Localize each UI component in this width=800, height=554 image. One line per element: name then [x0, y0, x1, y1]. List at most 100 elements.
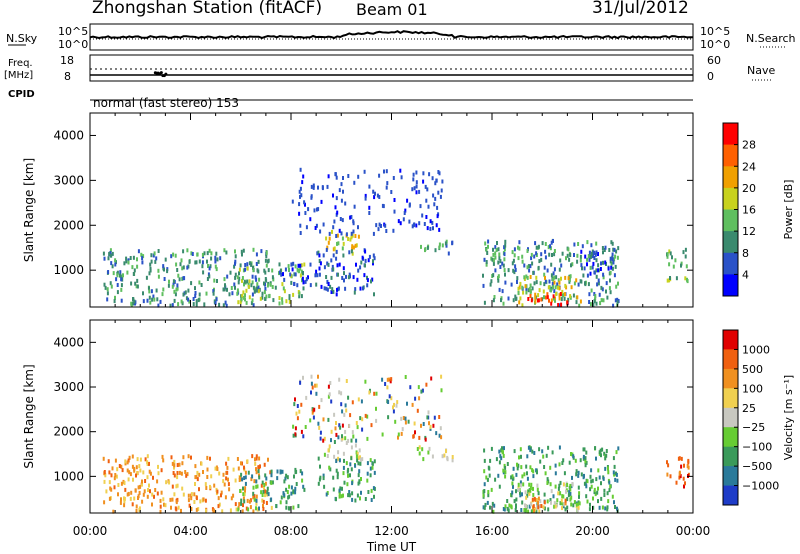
- data-cell: [327, 240, 330, 245]
- data-cell: [534, 299, 537, 304]
- data-cell: [610, 261, 613, 266]
- data-cell: [567, 297, 570, 302]
- data-cell: [679, 474, 682, 479]
- data-cell: [159, 299, 162, 304]
- data-cell: [120, 283, 123, 288]
- data-cell: [531, 509, 534, 513]
- data-cell: [330, 399, 333, 404]
- data-cell: [402, 416, 405, 420]
- data-cell: [340, 494, 343, 499]
- data-cell: [258, 277, 261, 282]
- x-axis-title: Time UT: [366, 540, 417, 554]
- data-cell: [141, 499, 144, 504]
- data-cell: [543, 492, 546, 497]
- colorbar-swatch: [723, 368, 738, 389]
- data-cell: [376, 193, 379, 198]
- data-cell: [240, 297, 243, 302]
- data-cell: [299, 266, 302, 271]
- data-cell: [255, 262, 258, 266]
- data-cell: [234, 249, 236, 254]
- data-cell: [546, 499, 549, 504]
- data-cell: [358, 448, 361, 453]
- data-cell: [103, 479, 106, 484]
- data-cell: [248, 499, 251, 504]
- data-cell: [127, 258, 130, 263]
- data-cell: [300, 402, 303, 407]
- data-cell: [366, 436, 369, 441]
- data-cell: [269, 282, 272, 287]
- data-cell: [113, 299, 116, 304]
- data-cell: [492, 252, 495, 257]
- data-cell: [674, 258, 677, 263]
- data-cell: [368, 205, 371, 210]
- data-cell: [352, 245, 355, 250]
- data-cell: [563, 502, 566, 507]
- data-cell: [530, 252, 533, 257]
- data-cell: [327, 174, 330, 179]
- data-cell: [525, 274, 528, 279]
- data-cell: [531, 497, 534, 502]
- data-cell: [218, 471, 221, 476]
- data-cell: [530, 256, 533, 261]
- data-cell: [206, 455, 209, 460]
- data-cell: [366, 478, 369, 483]
- data-cell: [441, 454, 444, 459]
- data-cell: [297, 263, 300, 268]
- data-cell: [207, 264, 209, 268]
- data-cell: [611, 257, 614, 262]
- data-cell: [434, 196, 437, 201]
- data-cell: [357, 174, 360, 179]
- data-cell: [290, 262, 293, 267]
- data-cell: [549, 244, 552, 249]
- data-cell: [131, 464, 134, 469]
- data-cell: [678, 475, 681, 480]
- data-cell: [342, 471, 345, 476]
- data-cell: [336, 475, 339, 480]
- colorbar-swatch: [723, 209, 738, 232]
- data-cell: [434, 248, 437, 253]
- data-cell: [518, 246, 521, 251]
- data-cell: [552, 494, 555, 499]
- data-cell: [451, 458, 454, 463]
- data-cell: [512, 298, 515, 303]
- data-cell: [426, 415, 429, 420]
- data-cell: [550, 489, 553, 494]
- data-cell: [537, 491, 540, 496]
- data-cell: [281, 282, 284, 287]
- data-cell: [321, 185, 324, 190]
- y-axis-title: Slant Range [km]: [22, 158, 36, 262]
- data-cell: [356, 277, 359, 282]
- data-cell: [418, 396, 421, 401]
- data-cell: [594, 446, 597, 451]
- data-cell: [361, 255, 364, 260]
- data-cell: [209, 456, 211, 461]
- data-cell: [182, 265, 185, 270]
- data-cell: [178, 470, 181, 475]
- data-cell: [612, 470, 615, 475]
- data-cell: [162, 264, 165, 269]
- data-cell: [299, 223, 302, 228]
- data-cell: [342, 451, 345, 456]
- data-cell: [485, 475, 488, 480]
- data-cell: [318, 404, 321, 409]
- data-cell: [577, 470, 580, 475]
- data-cell: [451, 241, 454, 246]
- data-cell: [224, 283, 226, 288]
- data-cell: [553, 296, 555, 301]
- data-cell: [216, 489, 219, 494]
- data-cell: [123, 261, 126, 266]
- data-cell: [609, 278, 611, 283]
- data-cell: [172, 279, 175, 284]
- data-cell: [252, 509, 255, 514]
- data-cell: [353, 180, 356, 185]
- data-cell: [243, 492, 246, 497]
- data-cell: [340, 182, 343, 187]
- data-cell: [557, 278, 560, 283]
- data-cell: [573, 253, 575, 257]
- data-cell: [148, 271, 151, 276]
- data-cell: [578, 494, 580, 499]
- data-cell: [372, 253, 375, 258]
- data-cell: [533, 451, 536, 455]
- data-cell: [568, 257, 571, 262]
